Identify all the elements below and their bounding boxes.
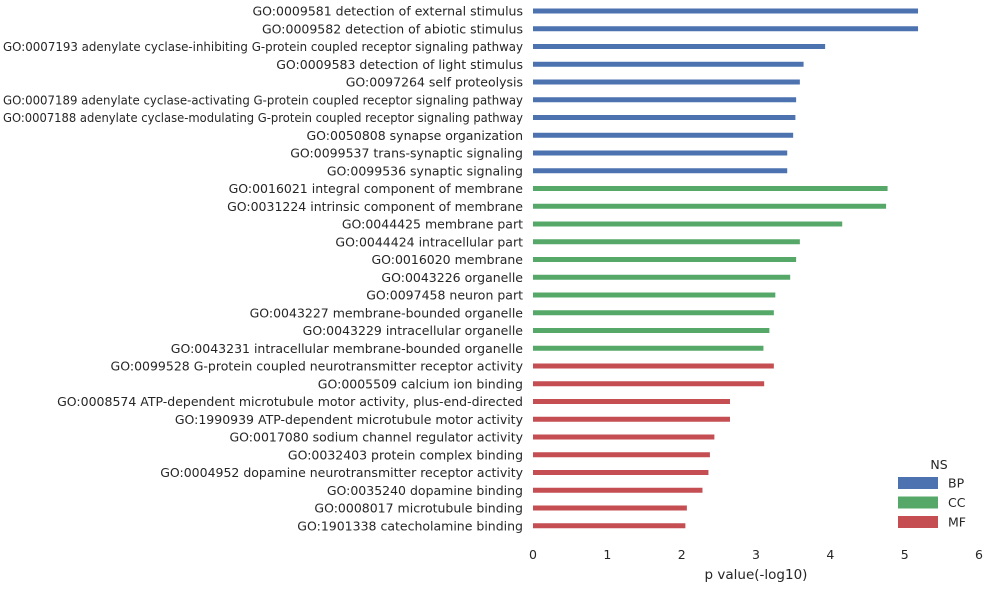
- legend-label-mf: MF: [948, 515, 966, 530]
- bar-bp-5: [533, 97, 797, 103]
- bar-bp-0: [533, 8, 919, 14]
- x-tick-label: 4: [826, 547, 834, 562]
- bar-bp-1: [533, 26, 919, 32]
- category-label: GO:0009582 detection of abiotic stimulus: [262, 21, 523, 36]
- bar-mf-21: [533, 381, 765, 387]
- category-label: GO:0043227 membrane-bounded organelle: [250, 305, 524, 320]
- category-label: GO:0035240 dopamine binding: [327, 483, 523, 498]
- bar-mf-27: [533, 487, 703, 493]
- bar-mf-23: [533, 416, 730, 422]
- category-label: GO:0007188 adenylate cyclase-modulating …: [3, 110, 524, 125]
- category-label: GO:0099528 G-protein coupled neurotransm…: [111, 359, 524, 374]
- x-axis-title: p value(-log10): [705, 567, 808, 583]
- bar-mf-25: [533, 452, 710, 458]
- legend-label-bp: BP: [948, 476, 965, 491]
- category-label: GO:0008017 microtubule binding: [314, 501, 523, 516]
- bar-bp-8: [533, 150, 788, 156]
- category-label: GO:1990939 ATP-dependent microtubule mot…: [175, 412, 524, 427]
- category-label: GO:0050808 synapse organization: [307, 128, 524, 143]
- category-label: GO:0005509 calcium ion binding: [318, 376, 523, 391]
- bar-cc-15: [533, 274, 791, 280]
- legend-swatch-cc: [898, 496, 938, 509]
- category-label: GO:0043229 intracellular organelle: [303, 323, 524, 338]
- bar-mf-26: [533, 470, 709, 475]
- category-label: GO:0007189 adenylate cyclase-activating …: [3, 92, 524, 107]
- category-label: GO:0008574 ATP-dependent microtubule mot…: [57, 394, 523, 409]
- category-label: GO:0031224 intrinsic component of membra…: [227, 199, 523, 214]
- bar-cc-19: [533, 345, 764, 351]
- bars-group: [533, 8, 919, 529]
- category-label: GO:0097264 self proteolysis: [346, 75, 523, 90]
- category-label: GO:0044424 intracellular part: [335, 234, 523, 249]
- category-label: GO:0016021 integral component of membran…: [229, 181, 524, 196]
- category-label: GO:0043226 organelle: [381, 270, 523, 285]
- bar-cc-11: [533, 203, 887, 209]
- category-label: GO:0016020 membrane: [371, 252, 523, 267]
- category-label: GO:0009581 detection of external stimulu…: [253, 4, 524, 19]
- category-label: GO:0099537 trans-synaptic signaling: [290, 146, 523, 161]
- bar-mf-29: [533, 523, 686, 529]
- bar-bp-3: [533, 61, 804, 67]
- category-label: GO:0004952 dopamine neurotransmitter rec…: [160, 465, 523, 480]
- category-label: GO:0043231 intracellular membrane-bounde…: [171, 341, 524, 356]
- bar-cc-17: [533, 310, 774, 316]
- category-label: GO:0099536 synaptic signaling: [327, 163, 523, 178]
- x-tick-label: 5: [901, 547, 909, 562]
- category-label: GO:0017080 sodium channel regulator acti…: [229, 430, 523, 445]
- x-tick-label: 0: [529, 547, 537, 562]
- bar-cc-13: [533, 239, 800, 245]
- x-tick-labels: 0 1 2 3 4 5 6: [529, 547, 983, 562]
- bar-bp-4: [533, 79, 800, 85]
- bar-cc-14: [533, 257, 797, 262]
- category-label: GO:0044425 membrane part: [342, 217, 523, 232]
- x-tick-label: 2: [678, 547, 686, 562]
- legend-title: NS: [930, 457, 947, 472]
- legend-swatch-mf: [898, 516, 938, 528]
- x-tick-label: 3: [752, 547, 760, 562]
- legend-swatch-bp: [898, 477, 938, 489]
- category-label: GO:0097458 neuron part: [366, 288, 523, 303]
- category-label: GO:0032403 protein complex binding: [288, 447, 523, 462]
- bar-cc-10: [533, 186, 888, 191]
- bar-bp-7: [533, 132, 794, 138]
- bar-bp-6: [533, 115, 796, 120]
- bar-cc-16: [533, 292, 776, 298]
- bar-mf-22: [533, 399, 730, 404]
- legend: NS BP CC MF: [898, 457, 966, 530]
- legend-label-cc: CC: [948, 495, 966, 510]
- bar-mf-20: [533, 363, 774, 369]
- bar-bp-9: [533, 168, 788, 174]
- x-tick-label: 1: [603, 547, 611, 562]
- bar-cc-12: [533, 221, 843, 227]
- category-label: GO:1901338 catecholamine binding: [297, 518, 523, 533]
- bar-bp-2: [533, 44, 826, 49]
- bar-mf-28: [533, 505, 687, 511]
- bar-mf-24: [533, 434, 715, 440]
- x-tick-label: 6: [975, 547, 983, 562]
- bar-cc-18: [533, 328, 770, 333]
- category-label: GO:0007193 adenylate cyclase-inhibiting …: [3, 39, 524, 54]
- category-label: GO:0009583 detection of light stimulus: [276, 57, 523, 72]
- category-labels: GO:0009581 detection of external stimulu…: [3, 4, 524, 534]
